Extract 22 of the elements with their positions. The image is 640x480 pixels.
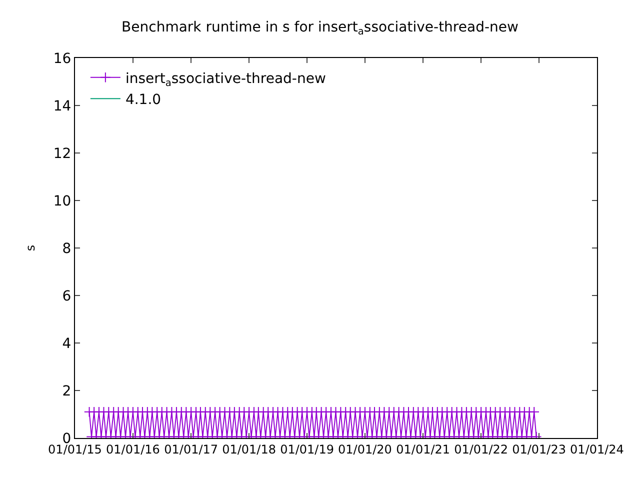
x-tick-label: 01/01/21 bbox=[396, 442, 450, 456]
x-tick-label: 01/01/19 bbox=[280, 442, 334, 456]
x-tick-label: 01/01/15 bbox=[48, 442, 102, 456]
y-tick-label: 8 bbox=[62, 240, 72, 257]
x-tick-label: 01/01/22 bbox=[454, 442, 508, 456]
y-tick-label: 10 bbox=[53, 193, 72, 210]
x-tick-label: 01/01/24 bbox=[570, 442, 624, 456]
y-tick-label: 2 bbox=[62, 383, 72, 400]
y-tick-label: 6 bbox=[62, 288, 72, 304]
y-tick-label: 4 bbox=[62, 336, 72, 352]
y-tick-label: 14 bbox=[53, 98, 72, 114]
x-tick-label: 01/01/17 bbox=[164, 442, 218, 456]
x-tick-label: 01/01/20 bbox=[338, 442, 392, 456]
x-tick-label: 01/01/18 bbox=[222, 442, 276, 456]
y-axis-title: s bbox=[24, 244, 38, 252]
legend-label: 4.1.0 bbox=[125, 92, 162, 108]
y-tick-label: 12 bbox=[53, 146, 72, 162]
x-tick-label: 01/01/16 bbox=[106, 442, 160, 456]
legend-label: insert$_{a}$ssociative-thread-new bbox=[125, 70, 326, 89]
x-tick-label: 01/01/23 bbox=[512, 442, 566, 456]
chart-title: Benchmark runtime in s for insert$_{a}$ssociative-thread-new bbox=[122, 19, 518, 38]
y-tick-label: 16 bbox=[53, 50, 72, 67]
